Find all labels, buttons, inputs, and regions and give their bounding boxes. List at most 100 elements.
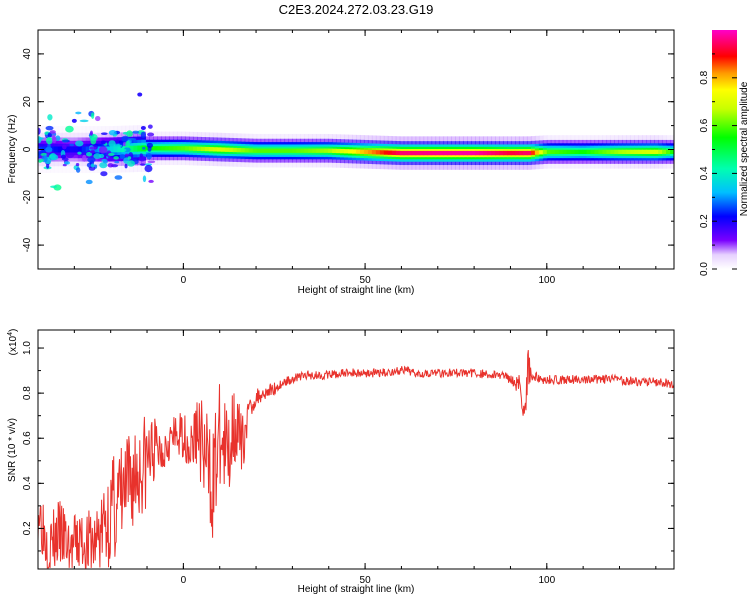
spectrogram-band-layer bbox=[38, 145, 674, 156]
spectrogram-cell bbox=[503, 150, 508, 156]
x-tick-label: 50 bbox=[360, 275, 372, 286]
spectrogram-noise-blob bbox=[94, 115, 101, 122]
spectrogram-cell bbox=[638, 149, 643, 155]
spectrogram-noise-blob bbox=[139, 153, 143, 158]
spectrogram-cell bbox=[538, 150, 544, 155]
spectrogram-cell bbox=[328, 148, 333, 153]
spectrogram-cell bbox=[244, 148, 250, 153]
colorbar-label: Normalized spectral amplitude bbox=[739, 81, 750, 216]
spectrogram-noise-blob bbox=[119, 153, 126, 159]
spectrogram-cell bbox=[530, 150, 536, 155]
spectrogram-noise-blob bbox=[124, 163, 128, 169]
spectrogram-cell bbox=[105, 146, 111, 153]
spectrogram-cell bbox=[371, 150, 377, 155]
spectrogram-noise-blob bbox=[107, 163, 114, 168]
spectrogram-cell bbox=[276, 148, 282, 153]
spectrogram-cell bbox=[395, 150, 401, 156]
spectrogram-cell bbox=[348, 149, 353, 154]
spectrogram-cell bbox=[546, 149, 552, 155]
spectrogram-noise-blob bbox=[45, 137, 53, 145]
spectrogram-cell bbox=[300, 148, 305, 153]
spectrogram-noise-blob bbox=[146, 142, 154, 148]
spectrogram-cell bbox=[153, 146, 158, 151]
spectrogram-cell bbox=[534, 150, 540, 155]
spectrogram-cell bbox=[41, 146, 47, 153]
snr-line bbox=[38, 350, 674, 569]
spectrogram-cell bbox=[630, 149, 635, 155]
spectrogram-cell bbox=[487, 150, 492, 156]
spectrogram-cell bbox=[61, 146, 67, 153]
spectrogram-cell bbox=[65, 146, 71, 153]
spectrogram-noise-blob bbox=[79, 119, 89, 123]
spectrogram-cell bbox=[260, 148, 266, 153]
spectrogram-noise-blob bbox=[140, 131, 147, 139]
spectrogram-noise-blob bbox=[120, 148, 127, 152]
colorbar-tick-label: 0.8 bbox=[699, 70, 710, 84]
spectrogram-noise-blob bbox=[69, 143, 75, 147]
spectrogram-cell bbox=[634, 149, 639, 155]
spectrogram-noise-blob bbox=[47, 114, 53, 121]
spectrogram-cell bbox=[431, 150, 437, 156]
spectrogram-cell bbox=[288, 148, 293, 153]
y-tick-label: 0.4 bbox=[22, 476, 33, 490]
spectrogram-cell bbox=[403, 150, 409, 156]
spectrogram-cell bbox=[483, 150, 488, 156]
spectrogram-noise-blob bbox=[85, 179, 93, 185]
spectrogram-cell bbox=[475, 150, 480, 156]
y-tick-label: 1.0 bbox=[22, 341, 33, 355]
spectrogram-cell bbox=[197, 146, 202, 151]
spectrogram-y-label: Frequency (Hz) bbox=[7, 115, 18, 184]
spectrogram-cell bbox=[165, 146, 170, 151]
spectrogram-noise-blob bbox=[127, 160, 135, 167]
spectrogram-x-label: Height of straight line (km) bbox=[298, 285, 415, 296]
spectrogram-cell bbox=[590, 149, 596, 155]
spectrogram-cell bbox=[181, 146, 186, 151]
spectrogram-cell bbox=[526, 150, 532, 156]
spectrogram-cell bbox=[312, 148, 317, 153]
spectrogram-noise-blob bbox=[107, 156, 114, 162]
spectrogram-cell bbox=[542, 149, 548, 155]
x-tick-label: 0 bbox=[181, 275, 187, 286]
spectrogram-noise-blob bbox=[121, 135, 130, 142]
spectrogram-cell bbox=[252, 148, 258, 153]
spectrogram-noise-blob bbox=[91, 112, 95, 119]
spectrogram-cell bbox=[344, 149, 349, 154]
spectrogram-noise-blob bbox=[93, 153, 102, 160]
spectrogram-noise-blob bbox=[90, 163, 95, 168]
spectrogram-noise-blob bbox=[108, 130, 117, 136]
spectrogram-noise-blob bbox=[75, 111, 82, 115]
spectrogram-cell bbox=[391, 150, 397, 155]
spectrogram-noise-blob bbox=[144, 163, 153, 166]
spectrogram-noise-blob bbox=[38, 143, 45, 147]
spectrogram-cell bbox=[177, 146, 182, 151]
spectrogram-cell bbox=[85, 146, 91, 153]
spectrogram-cell bbox=[626, 149, 631, 155]
spectrogram-noise-blob bbox=[86, 151, 93, 157]
spectrogram-noise-blob bbox=[49, 130, 56, 134]
colorbar-tick-label: 0.6 bbox=[699, 118, 710, 132]
spectrogram-cell bbox=[654, 149, 659, 155]
snr-x-label: Height of straight line (km) bbox=[298, 584, 415, 595]
spectrogram-cell bbox=[443, 150, 449, 156]
spectrogram-cell bbox=[161, 146, 166, 151]
spectrogram-cell bbox=[113, 146, 119, 153]
spectrogram-cell bbox=[602, 149, 608, 155]
spectrogram-cell bbox=[169, 146, 174, 151]
colorbar-ticks: 0.0 0.2 0.4 0.6 0.8 bbox=[699, 53, 737, 276]
spectrogram-noise-blob bbox=[88, 166, 96, 171]
spectrogram-cell bbox=[554, 149, 560, 155]
spectrogram-noise bbox=[38, 92, 156, 191]
spectrogram-cell bbox=[57, 146, 63, 153]
spectrogram-cell bbox=[467, 150, 472, 156]
spectrogram-cell bbox=[399, 150, 405, 156]
spectrogram-noise-blob bbox=[75, 167, 81, 173]
spectrogram-noise-blob bbox=[75, 163, 80, 167]
spectrogram-noise-blob bbox=[38, 127, 41, 135]
spectrogram-noise-blob bbox=[50, 154, 59, 161]
spectrogram-noise-blob bbox=[140, 163, 146, 166]
spectrogram-cell bbox=[642, 149, 647, 155]
spectrogram-cell bbox=[204, 146, 210, 152]
spectrogram-speck bbox=[71, 118, 77, 123]
y-tick-label: 0.8 bbox=[22, 386, 33, 400]
spectrogram-cell bbox=[185, 146, 190, 151]
